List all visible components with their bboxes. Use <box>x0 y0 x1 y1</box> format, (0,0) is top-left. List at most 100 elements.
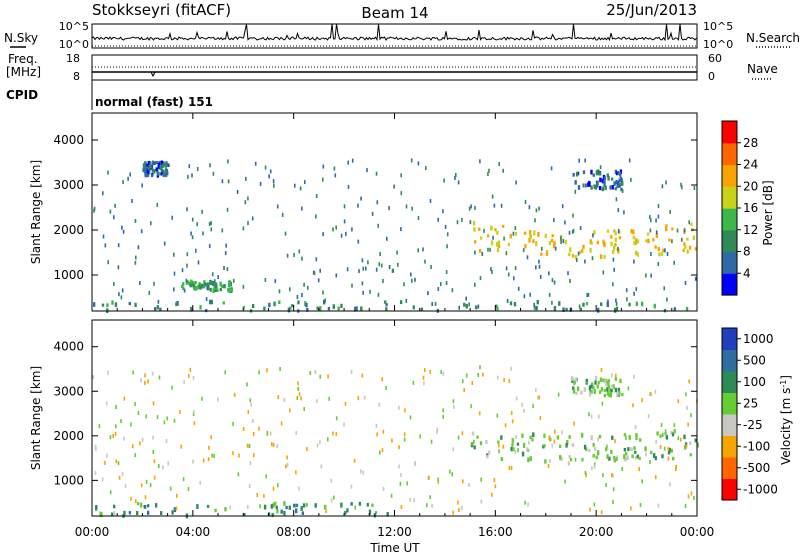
power-scatter-cell <box>513 276 515 281</box>
velocity-cell-1 <box>624 457 627 462</box>
power-scatter-cell <box>493 203 496 208</box>
velocity-scatter-cell <box>504 423 507 428</box>
power-cell-2 <box>164 163 167 167</box>
velocity-cell-1 <box>606 454 609 459</box>
power-scatter-cell <box>307 285 309 290</box>
power-cell-0 <box>606 302 609 307</box>
power-scatter-cell <box>102 234 105 239</box>
velocity-cell-0 <box>314 503 317 508</box>
velocity-scatter-cell <box>685 444 688 449</box>
power-scatter-cell <box>445 281 448 285</box>
power-scatter-cell <box>607 299 609 304</box>
power-cell-4 <box>209 279 212 285</box>
power-scatter-cell <box>424 259 426 264</box>
power-cell-4 <box>216 288 219 292</box>
power-scatter-cell <box>514 266 517 271</box>
velocity-cell-1 <box>543 433 546 438</box>
power-cell-4 <box>182 286 185 291</box>
velocity-cell-0 <box>95 505 98 510</box>
velocity-scatter-cell <box>605 483 607 487</box>
power-scatter-cell <box>411 278 413 283</box>
power-scatter-cell <box>134 218 137 223</box>
power-scatter-cell <box>397 262 399 267</box>
velocity-scatter-cell <box>286 462 289 467</box>
velocity-scatter-cell <box>233 392 236 397</box>
velocity-cell-1 <box>671 432 675 437</box>
velocity-cell-1 <box>631 454 634 459</box>
power-scatter-cell <box>517 286 520 291</box>
power-scatter-cell <box>451 288 454 293</box>
power-cell-0 <box>673 307 677 312</box>
power-scatter-cell <box>223 266 225 270</box>
power-scatter-cell <box>304 180 306 185</box>
power-scatter-cell <box>617 247 619 251</box>
power-cell-0 <box>496 307 499 311</box>
power-scatter-cell <box>186 207 188 212</box>
power-scatter-cell <box>693 186 696 190</box>
power-scatter-cell <box>358 269 360 274</box>
velocity-scatter-cell <box>330 478 333 483</box>
power-scatter-cell <box>122 180 124 185</box>
station-title: Stokkseyri (fitACF) <box>92 1 231 19</box>
velocity-scatter-cell <box>688 379 690 384</box>
power-scatter-cell <box>550 166 553 171</box>
velocity-cell-1 <box>611 435 614 440</box>
power-cell-0 <box>360 306 363 311</box>
velocity-scatter-cell <box>601 401 604 406</box>
velocity-scatter-cell <box>667 456 670 461</box>
velocity-cell-1 <box>532 432 535 438</box>
velocity-cell-1 <box>667 450 671 455</box>
velocity-scatter-cell <box>350 484 353 489</box>
velocity-scatter-cell <box>343 422 345 427</box>
velocity-cell-0 <box>285 505 288 510</box>
power-scatter-cell <box>247 221 249 226</box>
velocity-scatter-cell <box>258 370 260 375</box>
velocity-scatter-cell <box>532 404 534 409</box>
power-scatter-cell <box>185 278 188 283</box>
power-colorbar-tick-label-1: 8 <box>743 245 751 259</box>
velocity-cell-2 <box>588 392 592 397</box>
power-scatter-cell <box>626 297 628 302</box>
power-cell-2 <box>146 168 149 174</box>
power-cell-3 <box>616 184 619 189</box>
power-cell-1 <box>509 233 512 239</box>
power-scatter-cell <box>317 278 320 283</box>
power-cell-0 <box>465 303 468 309</box>
power-cell-3 <box>614 169 618 175</box>
velocity-scatter-cell <box>199 480 201 485</box>
power-cell-1 <box>636 252 639 257</box>
power-scatter-cell <box>366 168 368 173</box>
power-cell-0 <box>536 300 539 305</box>
power-scatter-cell <box>332 227 334 232</box>
velocity-cell-0 <box>155 503 158 508</box>
velocity-scatter-cell <box>319 440 321 445</box>
velocity-cell-1 <box>556 435 560 440</box>
power-scatter-cell <box>612 282 614 287</box>
velocity-scatter-cell <box>684 504 687 508</box>
velocity-cell-1 <box>542 444 545 449</box>
velocity-scatter-cell <box>180 444 183 449</box>
velocity-scatter-cell <box>187 373 190 378</box>
velocity-cell-1 <box>608 456 611 461</box>
power-scatter-cell <box>417 161 420 166</box>
power-scatter-cell <box>141 183 143 188</box>
velocity-scatter-cell <box>357 396 360 401</box>
power-cell-1 <box>545 250 549 255</box>
power-ytick-label-1: 2000 <box>53 223 84 237</box>
power-scatter-cell <box>93 206 96 211</box>
velocity-scatter-cell <box>247 410 250 415</box>
velocity-scatter-cell <box>632 403 634 408</box>
velocity-scatter-cell <box>139 441 141 446</box>
velocity-scatter-cell <box>144 380 146 385</box>
power-cell-4 <box>199 285 202 290</box>
power-cell-1 <box>614 231 617 236</box>
velocity-colorbar-tick-label-3: 25 <box>743 396 758 410</box>
velocity-cell-2 <box>589 390 592 394</box>
x-axis-label: Time UT <box>369 541 420 554</box>
velocity-cell-2 <box>594 380 597 385</box>
velocity-cell-1 <box>633 446 636 450</box>
power-scatter-cell <box>137 245 140 250</box>
nsky-frame <box>91 23 698 49</box>
velocity-scatter-cell <box>650 392 652 396</box>
